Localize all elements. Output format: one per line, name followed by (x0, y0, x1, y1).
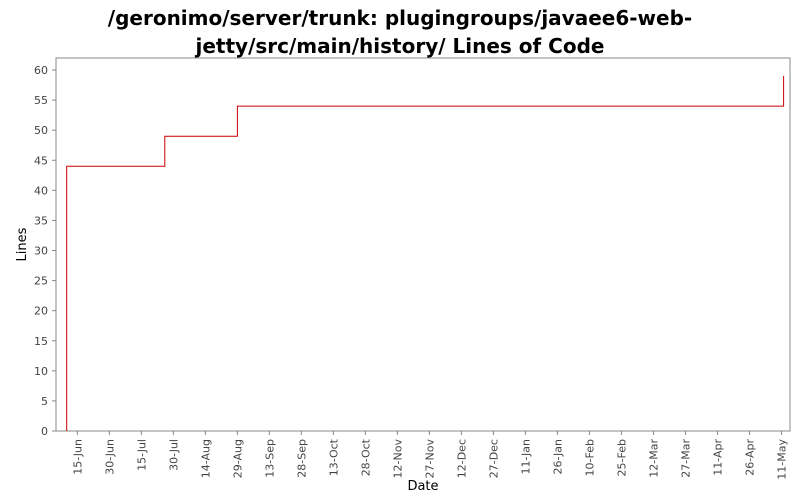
x-axis-label: Date (407, 479, 438, 494)
x-tick-label: 28-Sep (295, 439, 308, 478)
x-tick-label: 27-Nov (423, 439, 436, 479)
x-tick-label: 12-Nov (391, 439, 404, 479)
x-tick-label: 30-Jun (103, 439, 116, 475)
x-tick-label: 11-May (775, 439, 788, 480)
y-tick-label: 10 (34, 365, 48, 378)
x-tick-label: 25-Feb (615, 439, 628, 476)
y-tick-label: 50 (34, 124, 48, 137)
y-axis: 0 5 10 15 20 25 30 35 40 45 50 55 60 (34, 64, 56, 438)
chart-title-line-2: jetty/src/main/history/ Lines of Code (195, 34, 605, 58)
y-tick-label: 5 (41, 395, 48, 408)
y-tick-label: 15 (34, 335, 48, 348)
chart-title-line-1: /geronimo/server/trunk: plugingroups/jav… (107, 6, 693, 30)
y-tick-label: 30 (34, 245, 48, 258)
x-tick-label: 13-Oct (327, 438, 340, 476)
y-tick-label: 35 (34, 214, 48, 227)
x-tick-label: 29-Aug (231, 439, 244, 478)
x-tick-label: 10-Feb (583, 439, 596, 476)
x-axis: 15-Jun 30-Jun 15-Jul 30-Jul 14-Aug 29-Aug 13-S… (71, 431, 788, 480)
y-tick-label: 25 (34, 275, 48, 288)
y-tick-label: 40 (34, 184, 48, 197)
y-tick-label: 20 (34, 305, 48, 318)
series-line (66, 76, 785, 431)
plot-area (55, 57, 791, 432)
x-tick-label: 26-Jan (551, 439, 564, 475)
x-tick-label: 11-Jan (519, 439, 532, 475)
series-layer (66, 76, 785, 431)
y-tick-label: 0 (41, 425, 48, 438)
x-tick-label: 15-Jul (135, 439, 148, 471)
y-tick-label: 55 (34, 94, 48, 107)
chart-title: /geronimo/server/trunk: plugingroups/jav… (0, 4, 800, 60)
x-tick-label: 15-Jun (71, 439, 84, 475)
x-tick-label: 30-Jul (167, 439, 180, 471)
x-tick-label: 28-Oct (359, 438, 372, 476)
x-tick-label: 12-Dec (455, 439, 468, 478)
y-tick-label: 45 (34, 154, 48, 167)
x-tick-label: 27-Mar (679, 439, 692, 478)
y-tick-label: 60 (34, 64, 48, 77)
x-tick-label: 14-Aug (199, 439, 212, 478)
x-tick-label: 11-Apr (711, 439, 724, 476)
x-tick-label: 27-Dec (487, 439, 500, 478)
x-tick-label: 13-Sep (263, 439, 276, 478)
x-tick-label: 26-Apr (743, 439, 756, 476)
y-axis-label: Lines (15, 227, 30, 261)
x-tick-label: 12-Mar (647, 439, 660, 478)
